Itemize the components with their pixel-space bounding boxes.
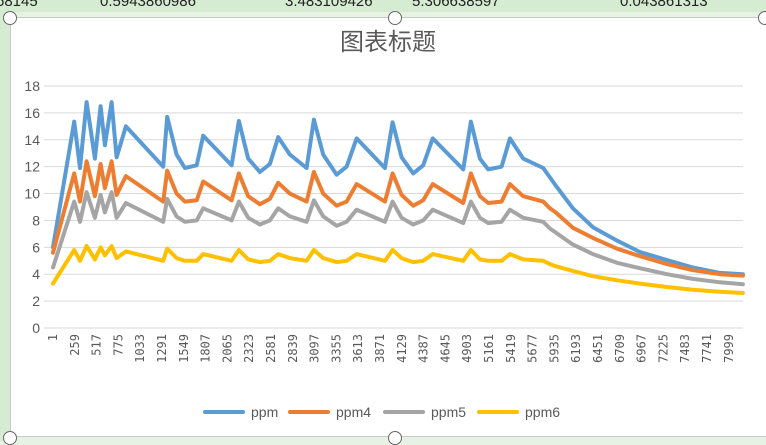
y-tick-label: 16 bbox=[24, 105, 40, 121]
series-line-ppm4 bbox=[51, 159, 745, 278]
series-line-ppm bbox=[51, 100, 745, 277]
sheet-cell[interactable]: 0.5943860986 bbox=[100, 0, 196, 10]
legend-label: ppm5 bbox=[431, 404, 467, 420]
spreadsheet-row-behind-chart: 68145 0.5943860986 3.483109426 5.3066385… bbox=[0, 0, 766, 12]
legend-swatch bbox=[383, 410, 425, 414]
legend-swatch bbox=[477, 410, 519, 414]
legend-label: ppm6 bbox=[525, 404, 561, 420]
x-tick-label: 5935 bbox=[547, 334, 561, 363]
y-tick-label: 2 bbox=[32, 293, 40, 309]
x-tick-label: 3613 bbox=[351, 334, 365, 363]
x-tick-label: 6193 bbox=[569, 334, 583, 363]
legend-swatch bbox=[288, 410, 330, 414]
legend-item-ppm6[interactable]: ppm6 bbox=[477, 403, 560, 421]
chart-area[interactable] bbox=[10, 17, 766, 437]
x-tick-label: 775 bbox=[111, 334, 125, 356]
x-tick-label: 6709 bbox=[613, 334, 627, 363]
x-tick-label: 5161 bbox=[482, 334, 496, 363]
x-tick-label: 6967 bbox=[635, 334, 649, 363]
x-tick-label: 7483 bbox=[678, 334, 692, 363]
resize-handle-top-right[interactable] bbox=[758, 11, 766, 25]
y-tick-label: 12 bbox=[24, 159, 40, 175]
x-tick-label: 1033 bbox=[133, 334, 147, 363]
resize-handle-top-left[interactable] bbox=[3, 11, 17, 25]
x-tick-label: 3355 bbox=[329, 334, 343, 363]
x-tick-label: 5677 bbox=[526, 334, 540, 363]
y-tick-label: 0 bbox=[32, 320, 40, 336]
legend-item-ppm4[interactable]: ppm4 bbox=[288, 403, 371, 421]
x-tick-label: 4645 bbox=[438, 334, 452, 363]
x-tick-label: 259 bbox=[68, 334, 82, 356]
legend-item-ppm5[interactable]: ppm5 bbox=[383, 403, 466, 421]
x-tick-label: 2839 bbox=[286, 334, 300, 363]
legend-label: ppm bbox=[251, 404, 279, 420]
x-tick-label: 1807 bbox=[199, 334, 213, 363]
y-tick-label: 6 bbox=[32, 239, 40, 255]
sheet-cell[interactable]: 3.483109426 bbox=[285, 0, 373, 10]
y-tick-label: 14 bbox=[24, 132, 40, 148]
x-tick-label: 4903 bbox=[460, 334, 474, 363]
spreadsheet-column-behind-chart bbox=[0, 12, 10, 441]
x-tick-label: 3097 bbox=[308, 334, 322, 363]
chart-title[interactable]: 图表标题 bbox=[340, 28, 436, 56]
y-tick-label: 18 bbox=[24, 78, 40, 94]
x-tick-label: 7741 bbox=[700, 334, 714, 363]
x-tick-label: 1 bbox=[46, 334, 60, 341]
resize-handle-bottom-left[interactable] bbox=[3, 431, 17, 445]
series-line-ppm6 bbox=[51, 244, 745, 295]
x-tick-label: 2581 bbox=[264, 334, 278, 363]
x-tick-label: 4129 bbox=[395, 334, 409, 363]
x-tick-label: 7225 bbox=[656, 334, 670, 363]
x-tick-label: 1549 bbox=[177, 334, 191, 363]
sheet-cell[interactable]: 0.043861313 bbox=[620, 0, 708, 10]
y-tick-label: 8 bbox=[32, 212, 40, 228]
resize-handle-top[interactable] bbox=[388, 11, 402, 25]
y-tick-label: 4 bbox=[32, 266, 40, 282]
legend-swatch bbox=[203, 410, 245, 414]
x-tick-label: 6451 bbox=[591, 334, 605, 363]
x-tick-label: 3871 bbox=[373, 334, 387, 363]
x-tick-label: 4387 bbox=[417, 334, 431, 363]
x-tick-label: 7999 bbox=[722, 334, 736, 363]
x-tick-label: 5419 bbox=[504, 334, 518, 363]
sheet-cell[interactable]: 68145 bbox=[0, 0, 38, 10]
sheet-cell[interactable]: 5.306638597 bbox=[412, 0, 500, 10]
legend-item-ppm[interactable]: ppm bbox=[203, 403, 278, 421]
x-tick-label: 1291 bbox=[155, 334, 169, 363]
x-tick-label: 2065 bbox=[220, 334, 234, 363]
resize-handle-bottom[interactable] bbox=[388, 431, 402, 445]
x-tick-label: 2323 bbox=[242, 334, 256, 363]
series-line-ppm5 bbox=[51, 190, 745, 287]
y-tick-label: 10 bbox=[24, 186, 40, 202]
x-tick-label: 517 bbox=[90, 334, 104, 356]
legend[interactable]: ppm ppm4 ppm5 ppm6 bbox=[0, 403, 766, 421]
legend-label: ppm4 bbox=[336, 404, 372, 420]
